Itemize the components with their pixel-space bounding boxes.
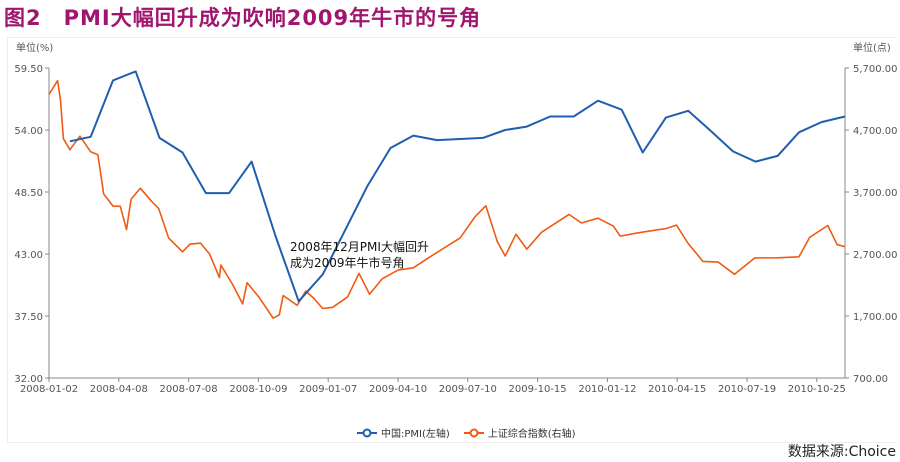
x-axis-tick-label: 2010-01-12 (578, 384, 636, 395)
x-axis-tick-label: 2010-07-19 (718, 384, 776, 395)
legend-line-circle-icon (357, 428, 377, 437)
x-axis-tick-label: 2009-10-15 (509, 384, 567, 395)
sse-index-line (48, 79, 846, 319)
x-axis-tick-label: 2010-10-25 (788, 384, 846, 395)
right-axis-tick-label: 3,700.00 (853, 188, 898, 199)
right-axis-tick-label: 1,700.00 (853, 312, 898, 323)
chart-title: 图2 PMI大幅回升成为吹响2009年牛市的号角 (4, 6, 482, 30)
x-axis-tick-label: 2009-01-07 (299, 384, 357, 395)
right-axis-unit: 单位(点) (853, 41, 891, 54)
pmi-line (69, 70, 846, 303)
legend-label-sse: 上证综合指数(右轴) (487, 429, 576, 440)
data-source: 数据来源:Choice (787, 444, 896, 460)
left-axis-unit: 单位(%) (16, 41, 53, 54)
x-axis-tick-label: 2009-07-10 (439, 384, 497, 395)
x-axis-tick-label: 2010-04-15 (648, 384, 706, 395)
left-axis-tick-label: 43.00 (14, 250, 43, 261)
left-axis-tick-label: 48.50 (14, 188, 43, 199)
annotation-line-1: 2008年12月PMI大幅回升 (290, 239, 429, 254)
x-axis-tick-label: 2008-04-08 (90, 384, 148, 395)
right-axis-tick-label: 2,700.00 (853, 250, 898, 261)
left-axis-tick-label: 32.00 (14, 374, 43, 385)
legend-label-pmi: 中国:PMI(左轴) (381, 429, 450, 440)
left-axis-tick-label: 59.50 (14, 64, 43, 75)
x-axis-tick-label: 2008-07-08 (160, 384, 218, 395)
annotation-line-2: 成为2009年牛市号角 (290, 255, 405, 270)
legend: 中国:PMI(左轴) 上证综合指数(右轴) (357, 425, 576, 440)
left-axis-tick-label: 54.00 (14, 126, 43, 137)
left-axis-tick-label: 37.50 (14, 312, 43, 323)
right-axis-tick-label: 700.00 (853, 374, 888, 385)
legend-line-circle-icon (463, 428, 484, 437)
right-axis-tick-label: 5,700.00 (853, 64, 898, 75)
x-axis-tick-label: 2009-04-10 (369, 384, 427, 395)
legend-item-sse[interactable]: 上证综合指数(右轴) (463, 425, 576, 440)
x-axis-tick-label: 2008-01-02 (20, 384, 78, 395)
right-axis-tick-label: 4,700.00 (853, 126, 898, 137)
legend-item-pmi[interactable]: 中国:PMI(左轴) (357, 425, 450, 440)
x-axis-tick-label: 2008-10-09 (229, 384, 287, 395)
chart-panel (7, 37, 897, 443)
